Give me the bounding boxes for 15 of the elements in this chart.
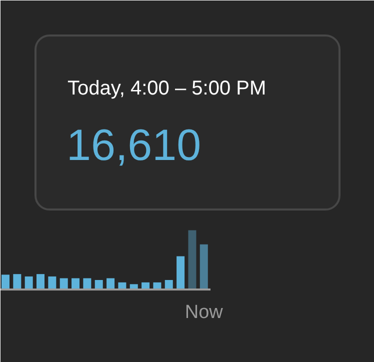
bar xyxy=(188,230,196,290)
bar xyxy=(2,274,10,290)
bar xyxy=(106,278,115,290)
bar xyxy=(24,276,33,290)
text: 16,610 xyxy=(66,121,202,170)
bar xyxy=(200,244,208,290)
bar xyxy=(72,278,80,290)
bar xyxy=(60,278,68,290)
bar xyxy=(13,274,22,290)
x-tick-label: Now xyxy=(184,302,224,323)
bar xyxy=(36,274,45,290)
bar xyxy=(176,256,185,290)
bar xyxy=(48,276,56,290)
chart-title: Today, 4:00 – 5:00 PM xyxy=(68,78,266,100)
bar xyxy=(83,278,92,290)
